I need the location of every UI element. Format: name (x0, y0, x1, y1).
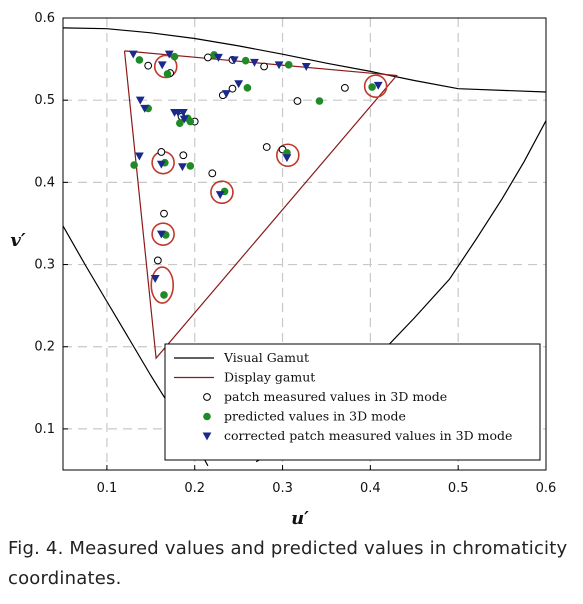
predicted-point (163, 70, 172, 78)
x-tick-label: 0.2 (184, 481, 205, 496)
corrected-point (214, 53, 223, 62)
predicted-point (160, 291, 168, 299)
corrected-point (179, 115, 189, 124)
highlight-ellipse (210, 180, 234, 205)
x-tick-label: 0.6 (536, 481, 557, 496)
measured-point (179, 151, 188, 160)
legend-marker-swatch (203, 412, 211, 421)
corrected-point (229, 56, 239, 65)
predicted-point (186, 162, 195, 170)
highlight-ellipses (150, 54, 388, 304)
corrected-point (135, 152, 144, 161)
y-axis-title: v′ (10, 230, 25, 251)
corrected-point (215, 191, 225, 200)
corrected-point (156, 230, 166, 239)
legend-marker-swatch (203, 393, 211, 401)
predicted-point (241, 56, 250, 65)
highlight-ellipse (153, 54, 178, 79)
y-tick-label: 0.4 (34, 175, 55, 190)
measured-point (262, 143, 271, 151)
measured-point (144, 61, 153, 70)
legend: Visual Gamut Display gamut patch measured … (164, 343, 541, 461)
y-tick-label: 0.6 (34, 11, 55, 26)
corrected-point (128, 50, 138, 59)
corrected-point (221, 90, 231, 99)
highlight-ellipse (151, 222, 175, 246)
legend-box (164, 343, 541, 461)
predicted-point (175, 119, 184, 127)
corrected-point (135, 96, 145, 105)
measured-point (260, 62, 269, 71)
x-axis-title: u′ (291, 508, 309, 529)
highlight-ellipse (276, 143, 300, 168)
chromaticity-chart: 0.1 0.2 0.3 0.4 0.5 0.60.10.20.30.40.50.6 u′ … (10, 11, 556, 529)
predicted-point (284, 61, 293, 69)
x-tick-label: 0.5 (448, 481, 469, 496)
visual-gamut-curve (63, 27, 546, 93)
corrected-point (250, 58, 259, 67)
corrected-point (282, 154, 292, 163)
corrected-point (274, 61, 284, 70)
predicted-point (170, 52, 179, 61)
corrected-point (164, 50, 174, 59)
figure-caption: Fig. 4. Measured values and predicted va… (8, 538, 568, 589)
highlight-ellipse (363, 74, 388, 99)
plot-frame (62, 17, 547, 471)
data-points (128, 50, 383, 299)
x-tick-label: 0.4 (360, 481, 381, 496)
measured-point (340, 83, 349, 92)
legend-marker-swatch (202, 432, 212, 441)
display-gamut-curve (123, 50, 398, 360)
axis-ticks: 0.1 0.2 0.3 0.4 0.5 0.6 0.1 0.2 0.3 0.4 0.5 0.6 (34, 11, 556, 496)
legend-label: Visual Gamut (223, 350, 309, 365)
measured-point (153, 256, 162, 265)
y-tick-label: 0.3 (34, 258, 55, 273)
measured-point (208, 169, 217, 178)
y-tick-label: 0.5 (34, 93, 55, 108)
x-tick-label: 0.3 (272, 481, 293, 496)
corrected-point (170, 108, 179, 117)
legend-label: predicted values in 3D mode (224, 409, 406, 424)
predicted-point (135, 56, 144, 64)
legend-label: patch measured values in 3D mode (224, 389, 447, 404)
corrected-point (140, 104, 150, 113)
measured-point (160, 209, 168, 218)
measured-point (228, 84, 237, 93)
corrected-point (373, 81, 383, 90)
measured-point (157, 148, 166, 156)
predicted-point (130, 161, 138, 169)
corrected-point (301, 62, 311, 71)
predicted-point (243, 84, 252, 92)
corrected-point (150, 274, 160, 283)
legend-label: corrected patch measured values in 3D mo… (224, 428, 512, 443)
corrected-point (178, 163, 187, 172)
y-tick-label: 0.2 (34, 340, 55, 355)
corrected-point (234, 80, 244, 89)
y-tick-label: 0.1 (34, 422, 55, 437)
legend-label: Display gamut (224, 370, 315, 385)
x-tick-label: 0.1 (97, 481, 118, 496)
predicted-point (368, 83, 376, 91)
measured-point (293, 97, 302, 105)
corrected-point (178, 108, 188, 117)
corrected-point (156, 160, 166, 169)
predicted-point (315, 97, 324, 105)
corrected-point (157, 61, 167, 70)
highlight-ellipse (150, 266, 175, 304)
